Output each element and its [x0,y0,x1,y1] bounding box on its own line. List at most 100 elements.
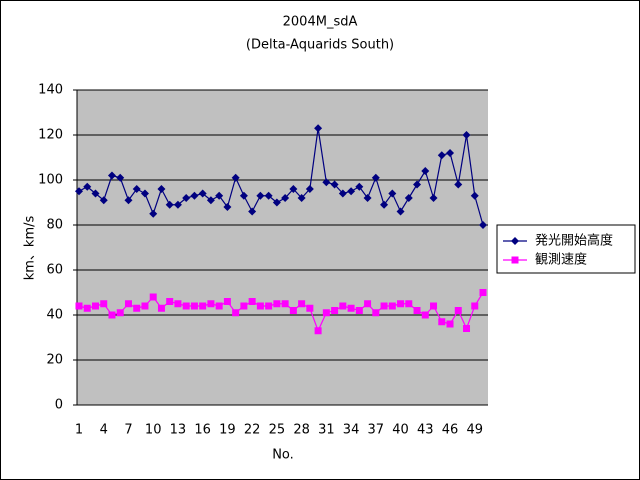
marker [322,178,331,187]
marker [397,300,405,308]
x-tick-label: 1 [75,423,83,438]
marker [124,300,132,308]
marker [91,189,100,198]
marker [429,194,438,202]
marker [330,180,339,189]
marker [232,309,240,317]
legend-label: 発光開始高度 [535,233,613,249]
marker [248,207,257,216]
marker [223,298,231,305]
marker [338,189,347,198]
marker [133,304,141,312]
x-tick-label: 40 [392,423,409,438]
y-tick-label: 80 [46,218,63,233]
marker [421,167,430,175]
marker [470,191,479,200]
marker [215,191,224,200]
y-axis-label: km、km/s [23,216,38,281]
marker [454,307,462,314]
marker [372,309,380,317]
y-tick-label: 120 [38,128,63,143]
x-tick-label: 49 [466,423,483,438]
marker [256,302,264,310]
marker [413,180,422,189]
marker [404,194,413,202]
marker [132,185,141,193]
marker [322,309,330,317]
marker [108,311,116,319]
marker [479,289,487,296]
marker [446,149,455,157]
x-tick-label: 7 [124,423,132,438]
marker [166,298,174,305]
marker [239,191,248,200]
marker [174,300,182,308]
x-tick-label: 16 [194,423,211,438]
marker [248,298,256,305]
x-tick-label: 43 [417,423,434,438]
marker [314,124,323,133]
marker [272,198,281,207]
x-tick-label: 37 [368,423,385,438]
marker [462,131,471,139]
marker [173,200,182,209]
marker [207,300,215,308]
marker [454,180,463,189]
marker [107,171,116,180]
marker [265,302,273,310]
marker [240,302,248,310]
marker [149,209,158,218]
legend-box [496,224,636,274]
marker [363,194,372,202]
y-tick-label: 140 [38,83,63,98]
x-tick-label: 46 [442,423,459,438]
marker [430,302,438,310]
marker [75,302,83,310]
plot-area [77,90,488,405]
marker [157,304,165,312]
marker [438,318,446,326]
chart-title: 2004M_sdA [283,15,358,30]
x-tick-label: 22 [244,423,261,438]
x-tick-label: 10 [145,423,162,438]
marker [83,182,92,191]
marker [273,300,281,308]
marker [289,307,297,314]
marker [157,185,166,193]
x-tick-label: 13 [170,423,187,438]
marker [314,327,322,335]
marker [437,151,446,160]
marker [182,302,190,310]
marker [100,300,108,308]
marker [347,187,356,196]
marker [91,302,99,310]
y-tick-label: 0 [55,398,63,413]
marker [388,189,397,198]
marker [223,203,232,211]
marker [149,293,157,301]
marker [116,309,124,317]
marker [215,302,223,310]
marker [281,300,289,308]
marker [331,307,339,314]
x-tick-label: 31 [318,423,335,438]
marker [297,194,306,202]
marker [380,302,388,310]
marker [281,194,290,202]
marker [479,221,487,229]
x-tick-label: 25 [269,423,286,438]
marker [347,304,355,312]
marker [511,256,519,264]
marker [364,300,372,308]
chart-subtitle: (Delta-Aquarids South) [246,38,394,53]
marker [141,302,149,310]
marker [305,185,314,193]
marker [140,189,149,198]
marker [83,304,91,312]
marker [421,311,429,319]
marker [298,300,306,308]
marker [413,307,421,314]
marker [388,302,396,310]
x-tick-label: 34 [343,423,360,438]
marker [198,189,207,198]
